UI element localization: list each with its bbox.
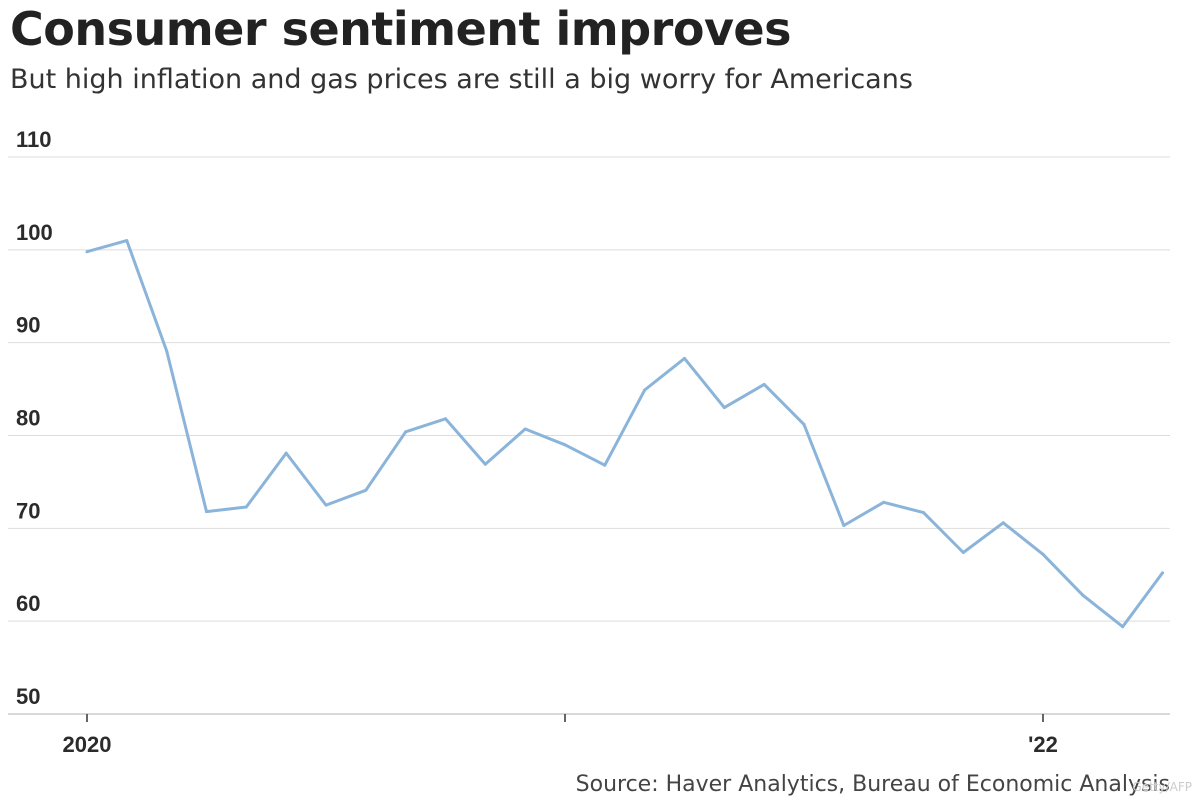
data-point [1081, 593, 1085, 597]
series-layer [85, 239, 1164, 629]
y-tick-label-90: 90 [16, 313, 40, 338]
y-axis-ticks: 50 60 70 80 90 100 110 [16, 127, 53, 709]
data-point [205, 510, 208, 514]
x-tick-label-0: 2020 [63, 732, 112, 757]
data-point [802, 422, 806, 426]
data-point [284, 451, 288, 455]
data-point [444, 417, 447, 421]
data-point [523, 427, 527, 431]
data-point [404, 430, 408, 434]
source-note: Source: Haver Analytics, Bureau of Econo… [575, 772, 1170, 797]
x-tick-label-2: '22 [1028, 732, 1058, 757]
data-point [244, 505, 248, 509]
y-tick-label-100: 100 [16, 220, 53, 245]
data-point [1121, 625, 1125, 629]
data-point [842, 524, 846, 527]
data-point [603, 463, 607, 467]
y-tick-label-80: 80 [16, 406, 40, 431]
data-point [961, 551, 965, 554]
data-point [324, 503, 328, 507]
data-point [563, 443, 567, 447]
y-tick-label-50: 50 [16, 684, 40, 709]
series-line-consumer-sentiment [85, 239, 1164, 629]
y-tick-label-110: 110 [16, 127, 52, 152]
data-point [882, 500, 886, 504]
gridlines [8, 156, 1170, 715]
y-tick-label-70: 70 [16, 498, 40, 523]
data-point [85, 250, 89, 254]
data-point [1161, 571, 1164, 575]
photo-credit-watermark: Getty/AFP [1132, 780, 1192, 794]
data-point [165, 349, 169, 353]
chart-subtitle: But high inflation and gas prices are st… [10, 64, 913, 95]
x-axis: 2020 '22 [63, 714, 1058, 757]
data-point [683, 356, 686, 360]
data-point [722, 406, 726, 410]
chart-title: Consumer sentiment improves [10, 2, 792, 56]
data-point [483, 462, 487, 466]
data-point [643, 388, 647, 392]
data-point [364, 488, 368, 492]
data-point [1001, 521, 1005, 525]
data-point [125, 239, 129, 243]
data-point [1041, 552, 1045, 556]
data-point [762, 382, 766, 386]
data-point [922, 511, 925, 515]
y-tick-label-60: 60 [16, 591, 40, 616]
